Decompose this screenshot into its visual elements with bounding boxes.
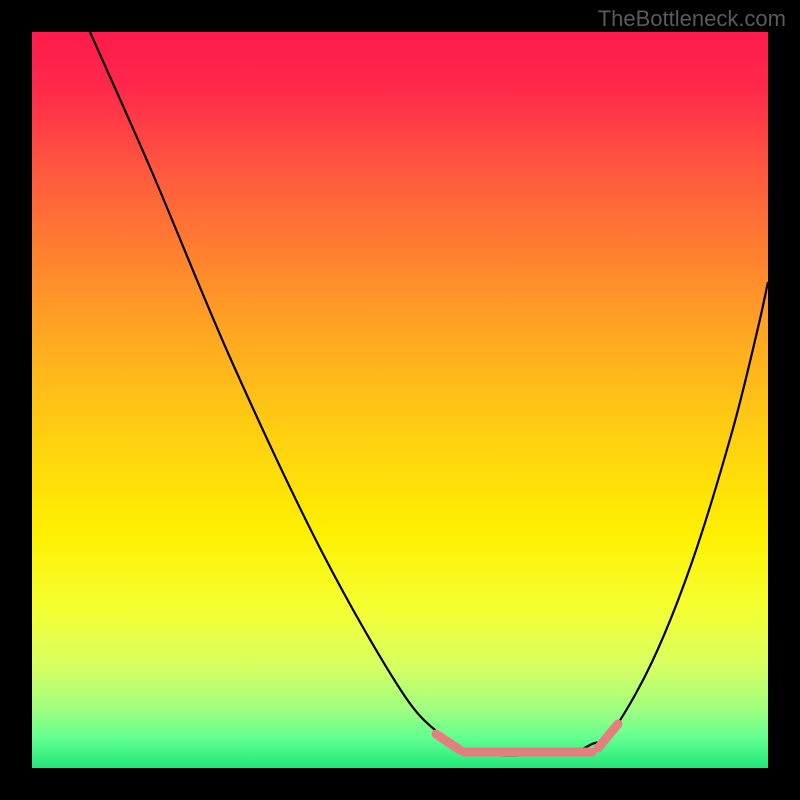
- valley-highlight: [436, 724, 618, 752]
- plot-area: [32, 32, 768, 768]
- watermark-text: TheBottleneck.com: [598, 6, 786, 32]
- bottleneck-curve: [90, 32, 768, 756]
- curve-layer: [32, 32, 768, 768]
